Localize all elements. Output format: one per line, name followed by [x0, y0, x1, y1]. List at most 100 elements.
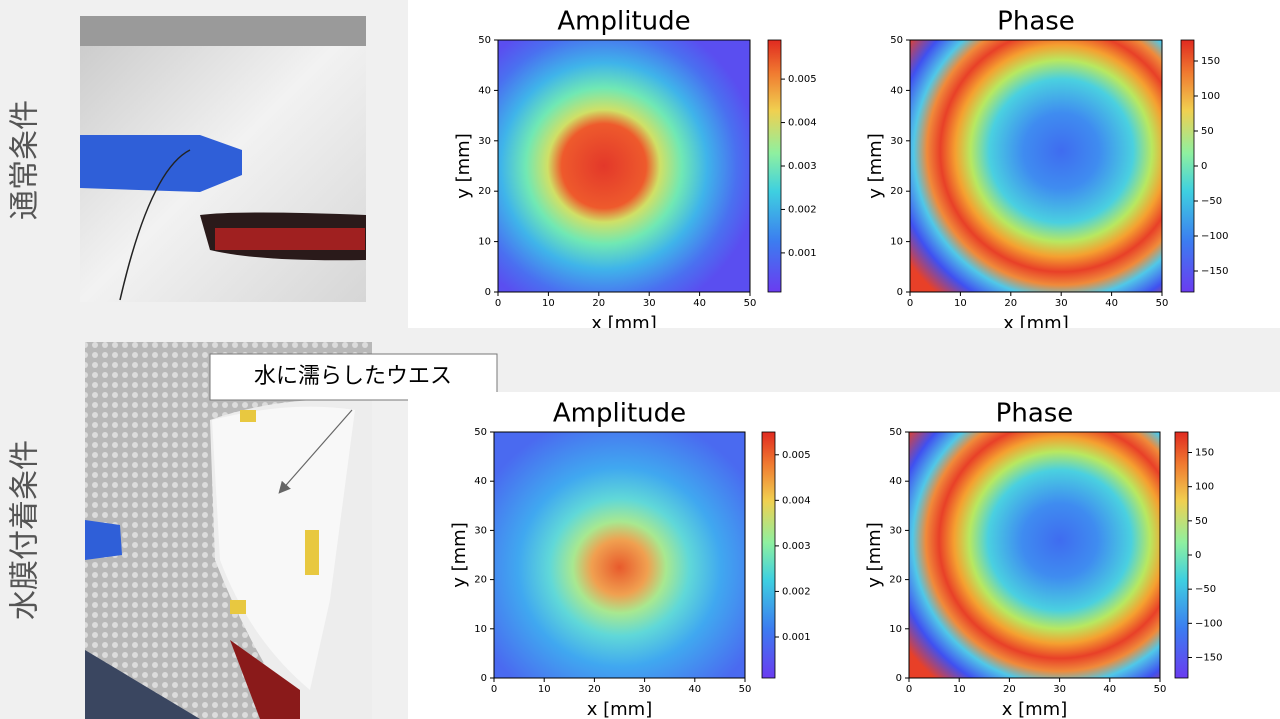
x-tick-label: 0 — [495, 298, 501, 309]
reflector-red — [215, 228, 365, 250]
y-tick-label: 0 — [485, 287, 491, 298]
colorbar-tick-label: 0.001 — [782, 632, 811, 643]
cloth — [212, 406, 355, 690]
x-tick-label: 30 — [1053, 684, 1066, 695]
x-tick-label: 50 — [1156, 298, 1169, 309]
y-tick-label: 50 — [474, 427, 487, 438]
chart-row: Amplitude 0 10 20 30 40 50 0 10 20 30 40 50 x [mm] y [… — [453, 7, 1228, 334]
colorbar-tick-label: 100 — [1201, 91, 1220, 102]
y-tick-label: 50 — [890, 35, 903, 46]
probe-block — [85, 520, 122, 560]
y-tick-label: 50 — [889, 427, 902, 438]
y-tick-label: 40 — [474, 476, 487, 487]
row-label: 水膜付着条件 — [8, 440, 43, 620]
colorbar-tick-label: 50 — [1201, 126, 1214, 137]
y-tick-label: 10 — [889, 624, 902, 635]
x-tick-label: 40 — [1103, 684, 1116, 695]
y-tick-label: 30 — [890, 136, 903, 147]
y-tick-label: 0 — [897, 287, 903, 298]
x-tick-label: 0 — [907, 298, 913, 309]
x-axis-label: x [mm] — [1003, 313, 1069, 334]
y-tick-label: 40 — [478, 85, 491, 96]
heatmap — [494, 432, 745, 678]
colorbar-tick-label: 0.004 — [782, 495, 811, 506]
colorbar-tick-label: 0.004 — [788, 118, 817, 129]
panel-title: Amplitude — [553, 399, 686, 429]
reflector — [230, 640, 300, 719]
y-tick-label: 20 — [478, 186, 491, 197]
colorbar — [1180, 39, 1195, 293]
axes-frame — [908, 431, 1161, 679]
x-tick-label: 20 — [592, 298, 605, 309]
colorbar — [767, 39, 782, 293]
colorbar-tick-label: 100 — [1195, 482, 1214, 493]
y-tick-label: 30 — [478, 136, 491, 147]
colorbar-tick-label: 150 — [1201, 56, 1220, 67]
chart-row: Amplitude 0 10 20 30 40 50 0 10 20 30 40 50 x [mm] y [… — [449, 399, 1222, 719]
y-tick-label: 30 — [474, 525, 487, 536]
y-tick-label: 40 — [889, 476, 902, 487]
x-tick-label: 50 — [1154, 684, 1167, 695]
x-tick-label: 40 — [688, 684, 701, 695]
colorbar-tick-label: −100 — [1201, 231, 1228, 242]
heatmap — [910, 40, 1162, 292]
x-axis-label: x [mm] — [591, 313, 657, 334]
axes-frame — [909, 39, 1163, 293]
x-tick-label: 10 — [953, 684, 966, 695]
x-tick-label: 40 — [1105, 298, 1118, 309]
y-tick-label: 0 — [896, 673, 902, 684]
annotation: 水に濡らしたウエス — [254, 364, 452, 389]
photo-top — [80, 16, 366, 46]
y-tick-label: 20 — [474, 575, 487, 586]
y-tick-label: 50 — [478, 35, 491, 46]
x-axis-label: x [mm] — [1002, 699, 1068, 719]
colorbar-tick-label: −150 — [1201, 266, 1228, 277]
panel-title: Phase — [997, 7, 1075, 37]
colorbar-tick-label: 0.001 — [788, 248, 817, 259]
y-tick-label: 10 — [474, 624, 487, 635]
photo-water — [85, 342, 372, 719]
x-tick-label: 20 — [1003, 684, 1016, 695]
colorbar-tick-label: 0.002 — [788, 204, 817, 215]
colorbar-tick-label: 0 — [1201, 161, 1207, 172]
heatmap — [909, 432, 1160, 678]
panel-title: Amplitude — [557, 7, 690, 37]
y-tick-label: 30 — [889, 525, 902, 536]
panel-title: Phase — [996, 399, 1074, 429]
colorbar — [1174, 431, 1189, 679]
y-tick-label: 10 — [478, 237, 491, 248]
x-tick-label: 30 — [638, 684, 651, 695]
absorber — [85, 650, 200, 719]
x-tick-label: 0 — [906, 684, 912, 695]
row-label: 通常条件 — [8, 100, 43, 220]
y-tick-label: 0 — [481, 673, 487, 684]
colorbar-tick-label: 0.002 — [782, 586, 811, 597]
y-axis-label: y [mm] — [864, 522, 885, 588]
colorbar-tick-label: −50 — [1201, 196, 1222, 207]
axes-frame — [497, 39, 751, 293]
axes-frame — [493, 431, 746, 679]
tape — [240, 410, 256, 422]
colorbar-tick-label: 0 — [1195, 550, 1201, 561]
heatmap — [498, 40, 750, 292]
x-tick-label: 10 — [542, 298, 555, 309]
y-axis-label: y [mm] — [865, 133, 886, 199]
x-tick-label: 50 — [739, 684, 752, 695]
tape — [230, 600, 246, 614]
x-tick-label: 20 — [588, 684, 601, 695]
tape — [305, 530, 319, 575]
colorbar-tick-label: 0.003 — [782, 541, 811, 552]
x-axis-label: x [mm] — [587, 699, 653, 719]
y-axis-label: y [mm] — [449, 522, 470, 588]
x-tick-label: 30 — [643, 298, 656, 309]
x-tick-label: 0 — [491, 684, 497, 695]
colorbar-tick-label: 0.003 — [788, 161, 817, 172]
x-tick-label: 10 — [538, 684, 551, 695]
y-axis-label: y [mm] — [453, 133, 474, 199]
colorbar-tick-label: −150 — [1195, 653, 1222, 664]
probe-block — [80, 135, 242, 192]
colorbar-tick-label: 50 — [1195, 516, 1208, 527]
colorbar-tick-label: −50 — [1195, 584, 1216, 595]
y-tick-label: 20 — [889, 575, 902, 586]
